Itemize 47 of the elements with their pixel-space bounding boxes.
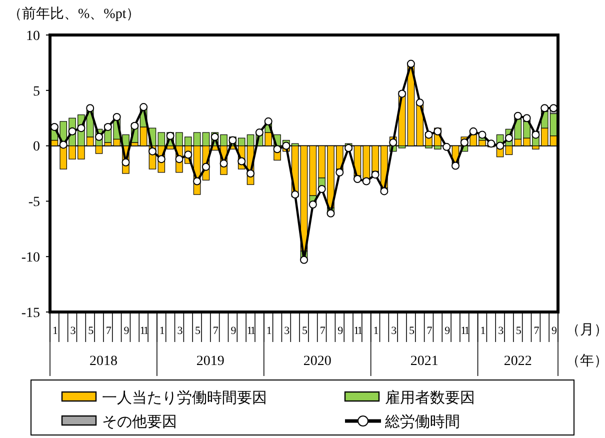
x-tick-label: 3 [284,325,290,337]
y-axis-title: （前年比、%、%pt） [8,6,140,22]
x-tick-label: 11 [140,325,148,337]
y-tick-label: 0 [33,140,40,155]
x-tick-label: 1 [159,325,164,337]
x-tick-label: 3 [391,325,398,337]
x-tick-label: 7 [534,325,540,337]
x-tick-label: 7 [320,325,326,337]
x-tick-label: 3 [177,325,184,337]
x-tick-label: 9 [338,325,344,337]
y-tick-label: 5 [33,84,40,100]
y-tick-label: -10 [21,250,40,266]
y-tick-label: -5 [28,195,40,210]
x-tick-label: 11 [460,325,470,337]
x-tick-label: 7 [106,325,112,337]
x-tick-label: 5 [302,325,308,337]
x-tick-label: 1 [52,325,58,337]
x-tick-label: 9 [552,325,558,337]
x-tick-label: 7 [426,325,433,337]
x-tick-label: 9 [230,325,237,337]
x-tick-label: 1 [266,325,272,337]
x-tick-label: 1 [373,325,378,337]
x-tick-label: 3 [498,325,504,337]
text: 2018 [89,354,118,369]
x-tick-label: 5 [88,325,94,337]
x-tick-label: 5 [408,325,415,337]
x-tick-label: 9 [124,325,130,337]
x-tick-label: 1 [480,325,486,337]
x-tick-label: 11 [246,325,256,337]
x-tick-label: 3 [70,325,76,337]
legend-label: 一人当たり労働時間要因 [102,389,267,406]
x-tick-label: 5 [516,325,522,337]
y-tick-label: 10 [26,28,40,44]
x-tick-label: 7 [212,325,219,337]
x-tick-label: 9 [444,325,451,337]
x-tick-label: 5 [195,325,202,337]
legend-label: 雇用者数要因 [385,389,475,406]
text: 2020 [303,354,332,369]
legend-label: 総労働時間 [384,413,460,430]
text: （年） [566,353,605,369]
legend-label: その他要因 [102,413,177,430]
x-tick-label: 11 [354,325,362,337]
text: 2021 [410,354,438,369]
text: 2019 [196,354,224,369]
text: 2022 [504,354,532,369]
y-tick-label: -15 [21,306,40,321]
x-axis-title: （月） [566,323,605,338]
